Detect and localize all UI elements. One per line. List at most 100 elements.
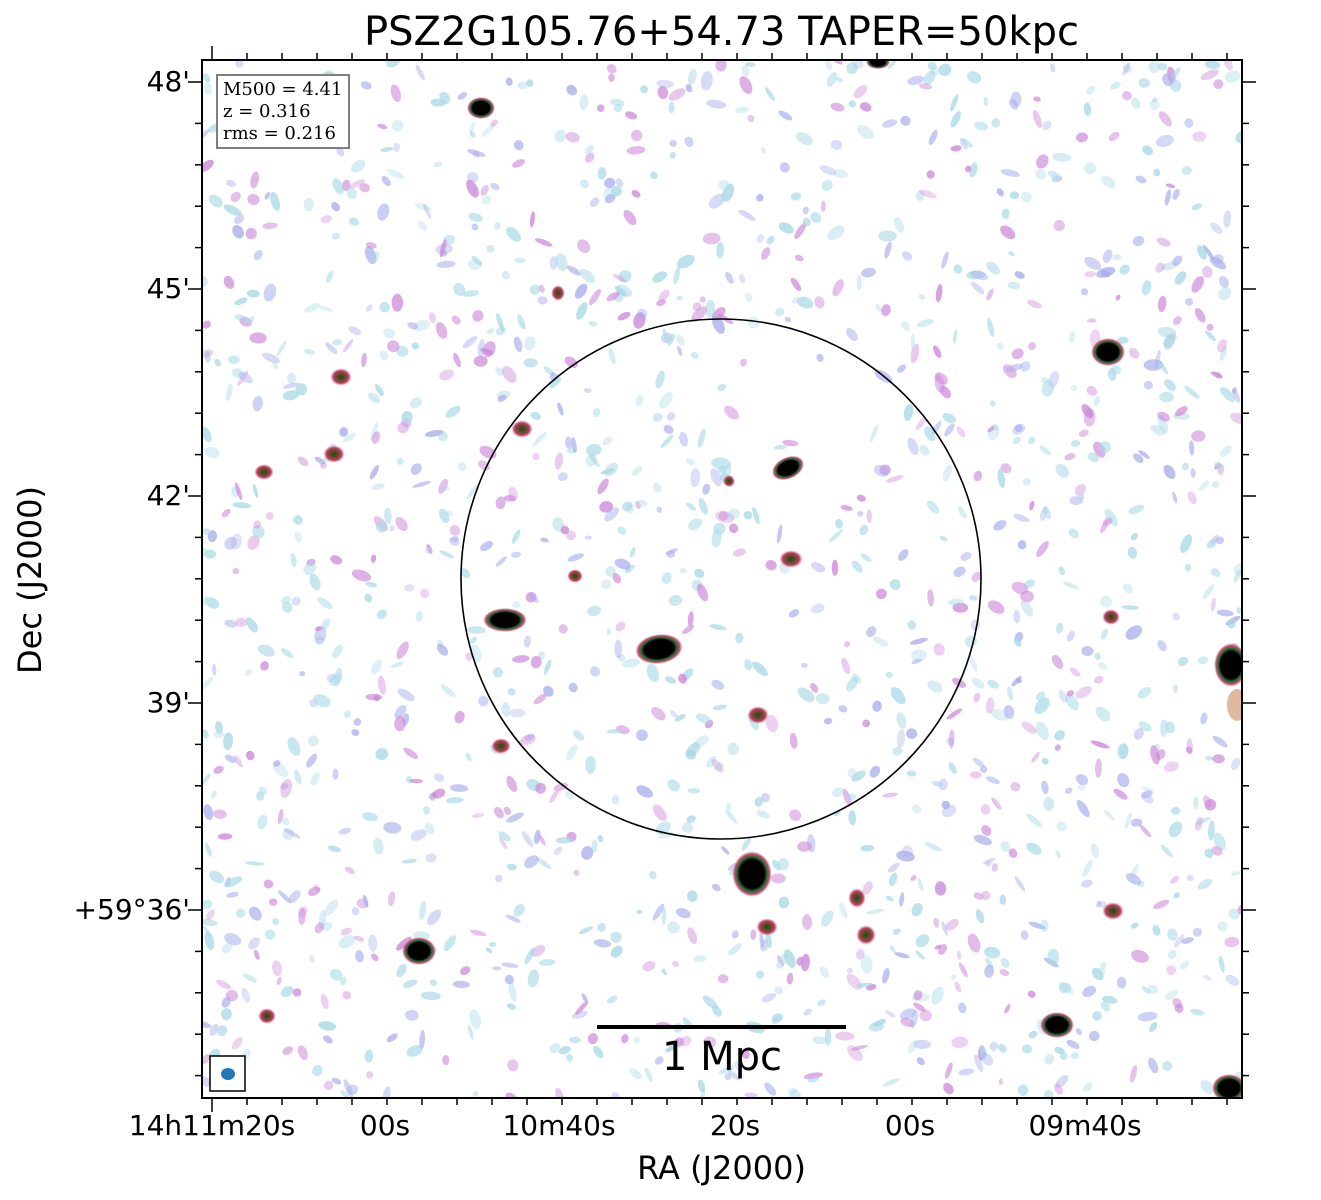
noise-speckle (831, 559, 839, 576)
noise-speckle (606, 291, 620, 302)
noise-speckle (317, 305, 333, 312)
noise-speckle (406, 1045, 423, 1057)
noise-speckle (585, 454, 598, 467)
noise-speckle (1036, 541, 1049, 557)
noise-speckle (983, 97, 989, 107)
noise-speckle (1052, 152, 1072, 162)
noise-speckle (469, 636, 477, 644)
noise-speckle (599, 501, 613, 513)
dec-tick-label: +59°36' (73, 893, 190, 926)
noise-speckle (439, 369, 454, 381)
noise-speckle (403, 747, 419, 759)
noise-speckle (351, 729, 360, 736)
noise-speckle (697, 428, 706, 448)
noise-speckle (731, 930, 739, 939)
noise-speckle (885, 1010, 896, 1018)
noise-speckle (1086, 85, 1096, 95)
noise-speckle (1223, 60, 1233, 71)
noise-speckle (217, 833, 233, 840)
noise-speckle (902, 251, 913, 261)
noise-speckle (617, 311, 631, 321)
noise-speckle (331, 202, 341, 212)
noise-speckle (506, 812, 524, 823)
noise-speckle (754, 796, 764, 807)
noise-speckle (202, 729, 209, 739)
noise-speckle (604, 462, 619, 477)
noise-speckle (951, 974, 957, 981)
noise-speckle (511, 529, 521, 544)
noise-speckle (205, 597, 220, 609)
noise-speckle (824, 1028, 832, 1046)
noise-speckle (600, 579, 612, 590)
noise-speckle (765, 932, 772, 949)
noise-speckle (348, 217, 360, 226)
noise-speckle (391, 119, 404, 132)
noise-speckle (1043, 506, 1051, 520)
noise-speckle (208, 194, 223, 208)
noise-speckle (235, 617, 247, 628)
noise-speckle (292, 988, 302, 997)
noise-speckle (283, 828, 301, 839)
noise-speckle (1063, 581, 1079, 590)
noise-speckle (927, 680, 943, 693)
noise-speckle (409, 397, 422, 409)
noise-speckle (741, 65, 750, 77)
noise-speckle (232, 502, 252, 509)
noise-speckle (794, 254, 804, 262)
noise-speckle (438, 478, 449, 494)
r500-circle (460, 318, 982, 840)
noise-speckle (471, 813, 485, 818)
noise-speckle (636, 729, 648, 742)
noise-speckle (1213, 832, 1226, 851)
noise-speckle (386, 1033, 398, 1043)
noise-speckle (885, 895, 894, 902)
noise-speckle (263, 879, 274, 889)
noise-speckle (391, 293, 403, 312)
noise-speckle (931, 986, 944, 1005)
noise-speckle (907, 75, 925, 86)
source (866, 60, 890, 69)
noise-speckle (622, 501, 633, 512)
noise-speckle (744, 293, 753, 302)
noise-speckle (466, 626, 486, 634)
noise-speckle (282, 828, 295, 841)
noise-speckle (1000, 169, 1020, 177)
noise-speckle (913, 990, 923, 1001)
noise-speckle (1028, 1030, 1038, 1039)
noise-speckle (509, 708, 525, 718)
noise-speckle (264, 929, 276, 940)
noise-speckle (687, 611, 694, 627)
noise-speckle (226, 892, 239, 898)
noise-speckle (998, 1078, 1003, 1086)
noise-speckle (272, 918, 279, 926)
noise-speckle (1043, 1090, 1054, 1098)
noise-speckle (612, 573, 622, 584)
noise-speckle (973, 470, 983, 482)
noise-speckle (815, 692, 830, 705)
noise-speckle (859, 524, 869, 536)
noise-speckle (587, 1033, 598, 1045)
noise-speckle (295, 383, 308, 396)
beam-ellipse (221, 1068, 235, 1080)
noise-speckle (915, 190, 925, 202)
noise-speckle (1172, 491, 1178, 504)
noise-speckle (677, 254, 695, 269)
noise-speckle (1042, 120, 1052, 131)
noise-speckle (614, 286, 627, 297)
noise-speckle (618, 270, 632, 283)
noise-speckle (1157, 411, 1170, 422)
noise-speckle (453, 352, 461, 368)
noise-speckle (743, 511, 753, 520)
noise-speckle (615, 621, 626, 632)
noise-speckle (1170, 79, 1182, 92)
noise-speckle (1137, 686, 1152, 699)
noise-speckle (260, 661, 269, 671)
source (323, 445, 345, 463)
noise-speckle (1218, 287, 1232, 301)
noise-speckle (373, 837, 384, 855)
noise-speckle (1217, 338, 1227, 353)
noise-speckle (1119, 264, 1130, 275)
noise-speckle (697, 1079, 706, 1093)
noise-speckle (202, 349, 214, 358)
noise-speckle (306, 558, 316, 566)
